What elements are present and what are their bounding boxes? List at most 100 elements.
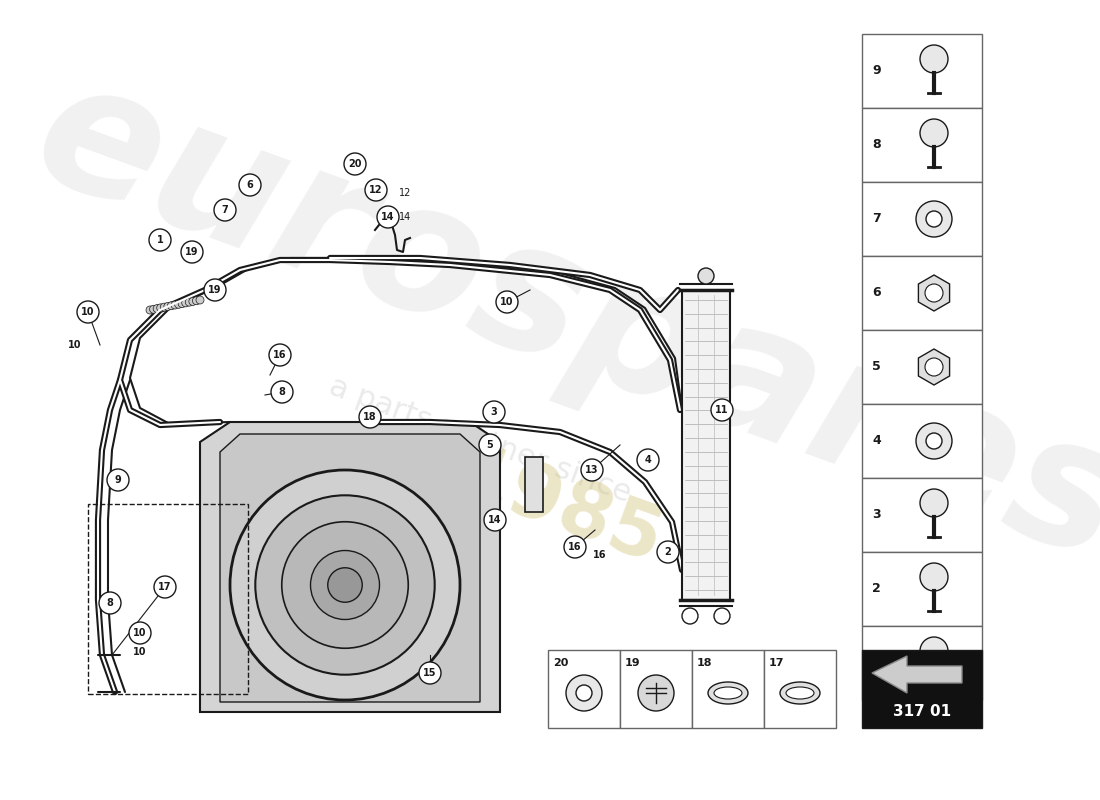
- Circle shape: [185, 298, 194, 306]
- Circle shape: [192, 297, 200, 305]
- Bar: [862, 256, 982, 330]
- Circle shape: [154, 576, 176, 598]
- Circle shape: [153, 305, 161, 313]
- Circle shape: [496, 291, 518, 313]
- Polygon shape: [918, 275, 949, 311]
- Text: a parts partner since: a parts partner since: [324, 372, 635, 508]
- Circle shape: [270, 344, 292, 366]
- Circle shape: [328, 568, 362, 602]
- Text: 12: 12: [399, 188, 411, 198]
- Polygon shape: [220, 434, 480, 702]
- Circle shape: [920, 563, 948, 591]
- Circle shape: [107, 469, 129, 491]
- Bar: [862, 108, 982, 182]
- Text: 8: 8: [278, 387, 285, 397]
- Bar: [692, 650, 764, 728]
- Text: 12: 12: [370, 185, 383, 195]
- Bar: [862, 182, 982, 256]
- Text: 16: 16: [273, 350, 287, 360]
- Circle shape: [239, 174, 261, 196]
- Text: 16: 16: [569, 542, 582, 552]
- Circle shape: [657, 541, 679, 563]
- Circle shape: [99, 592, 121, 614]
- Circle shape: [175, 300, 183, 308]
- Circle shape: [920, 637, 948, 665]
- Circle shape: [637, 449, 659, 471]
- Text: 5: 5: [486, 440, 494, 450]
- Bar: [862, 34, 982, 108]
- Polygon shape: [200, 422, 500, 712]
- Text: 10: 10: [68, 340, 81, 350]
- Circle shape: [920, 489, 948, 517]
- Bar: [764, 650, 836, 728]
- Ellipse shape: [714, 687, 742, 699]
- Text: 2: 2: [872, 582, 881, 595]
- Circle shape: [925, 358, 943, 376]
- Text: 16: 16: [593, 550, 607, 560]
- Polygon shape: [918, 349, 949, 385]
- Circle shape: [359, 406, 381, 428]
- Circle shape: [377, 206, 399, 228]
- Text: eurospares: eurospares: [14, 42, 1100, 598]
- Circle shape: [156, 304, 165, 312]
- Text: 8: 8: [107, 598, 113, 608]
- Bar: [862, 330, 982, 404]
- Text: 17: 17: [769, 658, 784, 668]
- Text: 20: 20: [349, 159, 362, 169]
- Circle shape: [925, 284, 943, 302]
- Circle shape: [344, 153, 366, 175]
- Circle shape: [148, 229, 170, 251]
- Text: 6: 6: [246, 180, 253, 190]
- Circle shape: [146, 306, 154, 314]
- Circle shape: [926, 433, 942, 449]
- Circle shape: [484, 509, 506, 531]
- Ellipse shape: [780, 682, 820, 704]
- Circle shape: [682, 608, 698, 624]
- Circle shape: [916, 201, 952, 237]
- Text: 14: 14: [488, 515, 502, 525]
- Circle shape: [714, 608, 730, 624]
- Text: 14: 14: [399, 212, 411, 222]
- Circle shape: [365, 179, 387, 201]
- Text: 9: 9: [114, 475, 121, 485]
- Bar: [862, 626, 982, 700]
- Circle shape: [214, 199, 236, 221]
- Text: 2: 2: [664, 547, 671, 557]
- Text: 9: 9: [872, 65, 881, 78]
- Circle shape: [182, 241, 204, 263]
- Circle shape: [230, 470, 460, 700]
- Text: 10: 10: [133, 647, 146, 657]
- Circle shape: [920, 45, 948, 73]
- Polygon shape: [872, 656, 962, 693]
- Circle shape: [310, 550, 380, 619]
- Circle shape: [698, 268, 714, 284]
- Circle shape: [926, 211, 942, 227]
- Text: 15: 15: [424, 668, 437, 678]
- Bar: [88, 504, 248, 694]
- Circle shape: [196, 296, 204, 304]
- Text: 1: 1: [156, 235, 164, 245]
- Circle shape: [170, 301, 179, 309]
- Bar: [548, 650, 620, 728]
- Bar: [862, 478, 982, 552]
- Text: 19: 19: [625, 658, 640, 668]
- Text: 5: 5: [872, 361, 881, 374]
- Circle shape: [916, 423, 952, 459]
- Text: 317 01: 317 01: [893, 705, 952, 719]
- Text: 20: 20: [553, 658, 569, 668]
- Bar: [525, 457, 543, 512]
- Bar: [862, 552, 982, 626]
- Circle shape: [920, 119, 948, 147]
- Text: 18: 18: [697, 658, 713, 668]
- Text: 19: 19: [185, 247, 199, 257]
- Circle shape: [638, 675, 674, 711]
- Circle shape: [483, 401, 505, 423]
- Text: 1985: 1985: [448, 439, 672, 581]
- Text: 3: 3: [872, 509, 881, 522]
- Circle shape: [419, 662, 441, 684]
- Circle shape: [282, 522, 408, 648]
- Text: 4: 4: [872, 434, 881, 447]
- Text: 8: 8: [872, 138, 881, 151]
- Text: 7: 7: [872, 213, 881, 226]
- Circle shape: [178, 299, 186, 307]
